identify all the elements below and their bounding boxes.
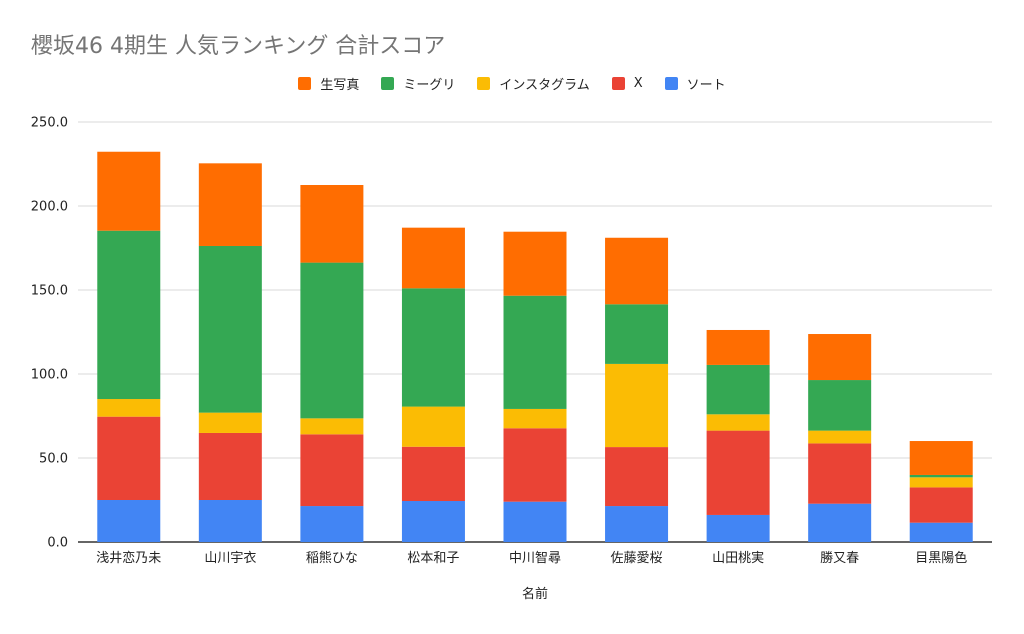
x-tick-label: 佐藤愛桜 (611, 551, 663, 566)
bar-segment[interactable] (605, 506, 669, 542)
legend-swatch (477, 77, 491, 90)
legend-swatch (298, 77, 312, 90)
bar-segment[interactable] (706, 414, 770, 431)
bar-segment[interactable] (706, 430, 770, 515)
bar-segment[interactable] (605, 363, 669, 448)
bar-segment[interactable] (97, 230, 161, 400)
bar-stack (605, 237, 669, 542)
legend-item[interactable]: 生写真 (298, 74, 359, 93)
y-tick-label: 250.0 (31, 116, 68, 131)
bar-segment[interactable] (300, 506, 364, 542)
x-tick-label: 稲熊ひな (306, 550, 358, 566)
bar-segment[interactable] (97, 416, 161, 500)
bar-stack (706, 329, 770, 542)
legend-item[interactable]: インスタグラム (477, 74, 590, 93)
legend-label: ミーグリ (403, 78, 456, 93)
legend-swatch (664, 77, 678, 90)
bar-segment[interactable] (401, 501, 465, 542)
bar-segment[interactable] (97, 151, 161, 231)
bar-stack (808, 334, 872, 542)
bar-stack (300, 185, 364, 542)
bar-stack (97, 151, 161, 542)
legend-item[interactable]: ミーグリ (381, 74, 455, 93)
bar-segment[interactable] (808, 443, 872, 504)
bar-segment[interactable] (503, 408, 567, 429)
bar-segment[interactable] (198, 500, 262, 542)
bar-segment[interactable] (808, 503, 872, 542)
y-axis-ticks: 0.0 50.0 100.0 150.0 200.0 250.0 (31, 116, 68, 551)
bar-segment[interactable] (300, 434, 364, 507)
bar-segment[interactable] (300, 185, 364, 263)
bar-segment[interactable] (198, 245, 262, 413)
x-tick-label: 中川智尋 (509, 551, 561, 566)
y-tick-label: 200.0 (31, 200, 68, 215)
legend-label: 生写真 (320, 78, 360, 93)
x-tick-label: 松本和子 (407, 551, 459, 566)
bar-segment[interactable] (605, 237, 669, 305)
bar-segment[interactable] (808, 334, 872, 381)
bar-segment[interactable] (909, 477, 973, 488)
bar-segment[interactable] (909, 522, 973, 542)
legend-label: インスタグラム (499, 78, 590, 93)
bar-segment[interactable] (808, 380, 872, 431)
bar-segment[interactable] (706, 329, 770, 365)
bar-segment[interactable] (401, 446, 465, 502)
legend: 生写真 ミーグリ インスタグラム X ソート (0, 74, 1024, 93)
bar-segment[interactable] (909, 441, 973, 475)
legend-label: ソート (686, 78, 726, 93)
bar-segment[interactable] (706, 364, 770, 415)
x-tick-label: 浅井恋乃未 (96, 550, 161, 566)
bar-segment[interactable] (605, 447, 669, 507)
bars (97, 151, 973, 542)
bar-segment[interactable] (909, 474, 973, 478)
y-tick-label: 50.0 (39, 452, 68, 467)
x-tick-label: 山田桃実 (712, 550, 764, 566)
bar-segment[interactable] (503, 231, 567, 296)
bar-segment[interactable] (503, 501, 567, 542)
bar-segment[interactable] (401, 227, 465, 289)
bar-stack (503, 231, 567, 542)
bar-stack (198, 163, 262, 542)
legend-label: X (633, 76, 643, 91)
bar-segment[interactable] (198, 163, 262, 246)
bar-segment[interactable] (503, 295, 567, 409)
bar-segment[interactable] (909, 487, 973, 523)
bar-segment[interactable] (401, 406, 465, 447)
bar-segment[interactable] (97, 399, 161, 417)
x-axis-ticks: 浅井恋乃未 山川宇衣 稲熊ひな 松本和子 中川智尋 佐藤愛桜 山田桃実 勝又春 目黒陽色 (96, 550, 967, 566)
y-tick-label: 0.0 (47, 536, 68, 551)
bar-segment[interactable] (97, 500, 161, 542)
bar-segment[interactable] (198, 412, 262, 433)
y-tick-label: 100.0 (31, 368, 68, 383)
x-axis-title: 名前 (522, 586, 548, 602)
bar-stack (909, 441, 973, 542)
x-tick-label: 目黒陽色 (915, 550, 967, 566)
y-tick-label: 150.0 (31, 284, 68, 299)
x-tick-label: 勝又春 (820, 551, 859, 566)
bar-stack (401, 227, 465, 542)
legend-item[interactable]: ソート (664, 74, 726, 93)
bar-segment[interactable] (300, 418, 364, 435)
bar-segment[interactable] (706, 514, 770, 542)
bar-segment[interactable] (503, 428, 567, 502)
bar-segment[interactable] (401, 288, 465, 407)
legend-swatch (611, 77, 625, 90)
bar-segment[interactable] (198, 432, 262, 500)
x-tick-label: 山川宇衣 (204, 550, 256, 566)
bar-segment[interactable] (605, 304, 669, 364)
legend-swatch (381, 77, 395, 90)
bar-segment[interactable] (300, 262, 364, 419)
legend-item[interactable]: X (611, 76, 643, 91)
chart-title: 櫻坂46 4期生 人気ランキング 合計スコア (31, 34, 446, 59)
bar-segment[interactable] (808, 430, 872, 444)
